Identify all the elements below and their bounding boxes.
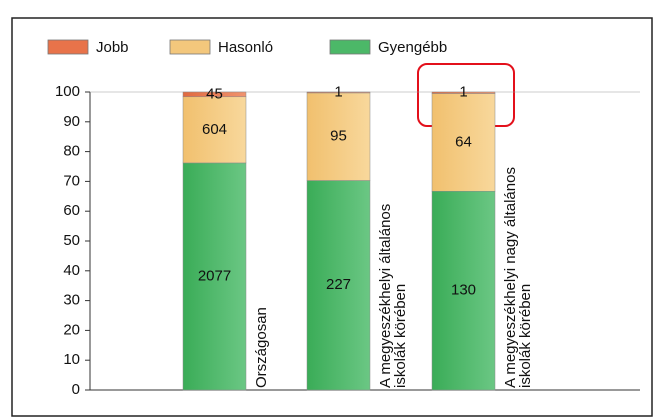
- y-tick-label: 20: [63, 321, 80, 338]
- legend-label: Jobb: [96, 39, 129, 56]
- bar-segment: [306, 91, 371, 94]
- y-tick-label: 100: [55, 83, 80, 100]
- x-tick-label: Országosan: [253, 307, 270, 388]
- y-tick-label: 0: [72, 381, 80, 398]
- legend-swatch: [47, 39, 89, 55]
- data-label: 227: [326, 276, 351, 293]
- data-label: 2077: [198, 267, 231, 284]
- bar-segment: [182, 91, 247, 98]
- legend-swatch: [169, 39, 211, 55]
- data-label: 604: [202, 121, 227, 138]
- bar-segment: [431, 93, 496, 192]
- y-tick-label: 70: [63, 172, 80, 189]
- bar-segment: [306, 92, 371, 181]
- x-tick-label: A megyeszékhelyi általános: [377, 204, 394, 388]
- y-tick-label: 40: [63, 262, 80, 279]
- bar-segment: [431, 190, 496, 391]
- legend-label: Hasonló: [218, 39, 273, 56]
- legend-swatch: [329, 39, 371, 55]
- data-label: 130: [451, 282, 476, 299]
- bar-segment: [431, 91, 496, 94]
- y-tick-label: 60: [63, 202, 80, 219]
- frame: [11, 17, 653, 417]
- y-tick-label: 10: [63, 351, 80, 368]
- data-label: 1: [334, 83, 342, 100]
- data-label: 64: [455, 133, 472, 150]
- y-tick-label: 50: [63, 232, 80, 249]
- data-label: 1: [459, 84, 467, 101]
- bar-segment: [182, 96, 247, 164]
- y-tick-label: 90: [63, 113, 80, 130]
- bar-segment: [182, 162, 247, 391]
- y-tick-label: 30: [63, 292, 80, 309]
- x-tick-label: iskolák körében: [517, 284, 534, 388]
- data-label: 95: [330, 128, 347, 145]
- data-label: 45: [206, 85, 223, 102]
- y-tick-label: 80: [63, 143, 80, 160]
- bar-segment: [306, 180, 371, 391]
- legend-label: Gyengébb: [378, 39, 447, 56]
- x-tick-label: iskolák körében: [392, 284, 409, 388]
- x-tick-label: A megyeszékhelyi nagy általános: [502, 167, 519, 388]
